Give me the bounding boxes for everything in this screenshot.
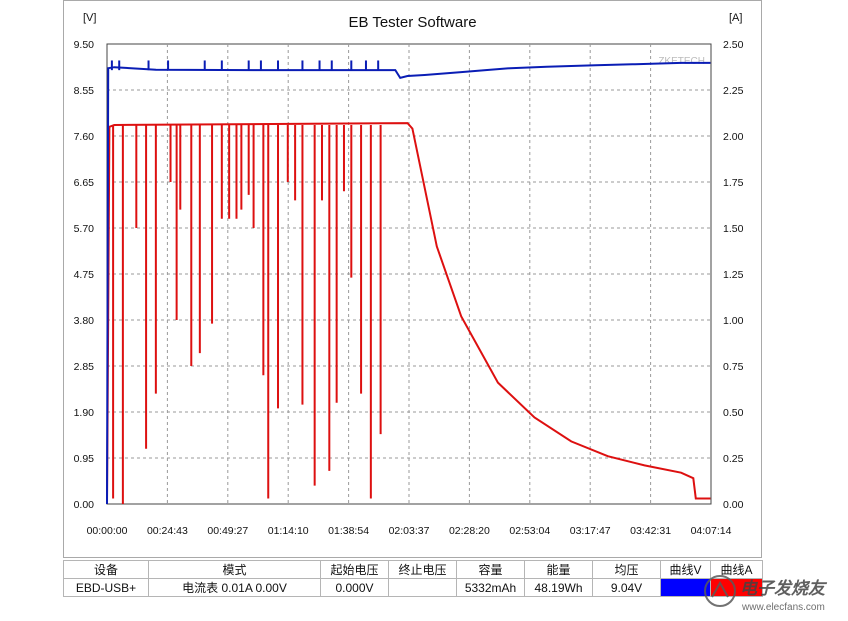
y-tick-label-left: 4.75 (74, 269, 95, 281)
y-tick-label-left: 6.65 (74, 177, 95, 189)
col-curve-v: 曲线V (660, 560, 711, 579)
left-axis-unit: [V] (83, 12, 97, 24)
curve-a-color-swatch[interactable] (710, 578, 763, 597)
y-tick-label-left: 1.90 (74, 407, 95, 419)
cell-energy: 48.19Wh (524, 578, 593, 597)
cell-start-voltage: 0.000V (320, 578, 389, 597)
x-tick-label: 01:14:10 (268, 525, 309, 537)
y-tick-label-left: 2.85 (74, 361, 95, 373)
col-energy: 能量 (524, 560, 593, 579)
y-tick-label-right: 0.00 (723, 499, 744, 511)
cell-avg-voltage: 9.04V (592, 578, 661, 597)
y-tick-label-right: 2.00 (723, 131, 744, 143)
y-tick-label-right: 0.75 (723, 361, 744, 373)
col-start-voltage: 起始电压 (320, 560, 389, 579)
col-mode: 模式 (148, 560, 321, 579)
cell-mode: 电流表 0.01A 0.00V (148, 578, 321, 597)
x-tick-label: 00:24:43 (147, 525, 188, 537)
col-capacity: 容量 (456, 560, 525, 579)
y-tick-label-left: 3.80 (74, 315, 95, 327)
y-tick-label-right: 2.50 (723, 39, 744, 51)
x-tick-label: 02:28:20 (449, 525, 490, 537)
y-tick-label-right: 0.50 (723, 407, 744, 419)
x-tick-label: 03:42:31 (630, 525, 671, 537)
y-tick-label-left: 9.50 (74, 39, 95, 51)
current-series-line (106, 122, 711, 505)
cell-end-voltage (388, 578, 457, 597)
y-tick-label-right: 1.50 (723, 223, 744, 235)
col-avg-voltage: 均压 (592, 560, 661, 579)
right-axis-unit: [A] (729, 12, 743, 24)
x-tick-label: 04:07:14 (691, 525, 732, 537)
table-header-row: 设备 模式 起始电压 终止电压 容量 能量 均压 曲线V 曲线A (63, 560, 763, 579)
cell-device: EBD-USB+ (63, 578, 149, 597)
curve-v-color-swatch[interactable] (660, 578, 711, 597)
chart-svg: 9.50 8.55 7.60 6.65 5.70 4.75 3.80 2.85 1.90 0.95… (74, 39, 744, 537)
y-tick-label-right: 2.25 (723, 85, 744, 97)
x-tick-label: 00:49:27 (207, 525, 248, 537)
y-tick-label-left: 0.00 (74, 499, 95, 511)
y-tick-label-right: 1.75 (723, 177, 744, 189)
elecfans-watermark: 电子发烧友 www.elecfans.com (704, 575, 828, 613)
x-tick-label: 01:38:54 (328, 525, 369, 537)
chart-title: EB Tester Software (348, 14, 477, 31)
y-tick-label-left: 5.70 (74, 223, 95, 235)
y-tick-label-right: 1.00 (723, 315, 744, 327)
x-tick-label: 02:53:04 (509, 525, 550, 537)
table-row[interactable]: EBD-USB+ 电流表 0.01A 0.00V 0.000V 5332mAh … (63, 578, 763, 597)
chart-window: 9.50 8.55 7.60 6.65 5.70 4.75 3.80 2.85 1.90 0.95… (63, 0, 762, 558)
y-tick-label-left: 8.55 (74, 85, 95, 97)
brand-name: 电子发烧友 (740, 579, 828, 598)
zketech-watermark: ZKETECH (658, 56, 705, 67)
x-tick-label: 03:17:47 (570, 525, 611, 537)
y-tick-label-right: 0.25 (723, 453, 744, 465)
brand-url: www.elecfans.com (741, 602, 825, 613)
y-tick-label-left: 0.95 (74, 453, 95, 465)
y-tick-label-right: 1.25 (723, 269, 744, 281)
cell-capacity: 5332mAh (456, 578, 525, 597)
x-tick-label: 02:03:37 (389, 525, 430, 537)
y-tick-label-left: 7.60 (74, 131, 95, 143)
x-tick-label: 00:00:00 (87, 525, 128, 537)
summary-table: 设备 模式 起始电压 终止电压 容量 能量 均压 曲线V 曲线A EBD-USB… (63, 560, 763, 597)
col-device: 设备 (63, 560, 149, 579)
col-end-voltage: 终止电压 (388, 560, 457, 579)
